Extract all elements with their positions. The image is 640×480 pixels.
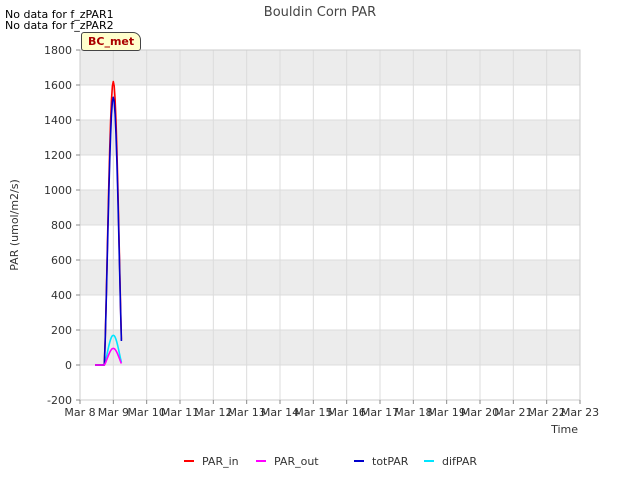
x-tick-label: Mar 10 [128, 406, 166, 419]
y-tick-label: 800 [51, 219, 72, 232]
x-tick-label: Mar 9 [98, 406, 129, 419]
legend-label-PAR_in: PAR_in [202, 455, 239, 468]
legend-label-totPAR: totPAR [372, 455, 409, 468]
y-tick-label: 1200 [44, 149, 72, 162]
x-tick-label: Mar 19 [428, 406, 466, 419]
chart-title: Bouldin Corn PAR [264, 5, 376, 20]
grid-band [80, 330, 580, 365]
x-tick-label: Mar 20 [461, 406, 499, 419]
x-tick-label: Mar 14 [261, 406, 299, 419]
grid-band [80, 260, 580, 295]
y-tick-label: -200 [47, 394, 72, 407]
x-tick-label: Mar 15 [294, 406, 332, 419]
y-tick-label: 600 [51, 254, 72, 267]
y-tick-label: 1000 [44, 184, 72, 197]
y-tick-label: 200 [51, 324, 72, 337]
grid-band [80, 50, 580, 85]
y-tick-label: 0 [65, 359, 72, 372]
grid-band [80, 190, 580, 225]
x-tick-label: Mar 22 [528, 406, 566, 419]
series-group [95, 80, 123, 366]
x-tick-label: Mar 16 [328, 406, 366, 419]
series-line-totPAR [95, 96, 123, 366]
legend-label-PAR_out: PAR_out [274, 455, 319, 468]
x-tick-label: Mar 21 [494, 406, 532, 419]
x-tick-label: Mar 11 [161, 406, 199, 419]
x-tick-label: Mar 12 [194, 406, 232, 419]
x-axis-label: Time [550, 423, 578, 436]
y-axis-label: PAR (umol/m2/s) [8, 179, 21, 271]
no-data-note-1: No data for f_zPAR1 [5, 8, 114, 21]
x-tick-label: Mar 8 [64, 406, 95, 419]
y-tick-label: 1800 [44, 44, 72, 57]
y-tick-label: 400 [51, 289, 72, 302]
x-tick-label: Mar 17 [361, 406, 399, 419]
no-data-note-2: No data for f_zPAR2 [5, 19, 114, 32]
series-line-difPAR [95, 334, 123, 366]
series-line-PAR_out [95, 347, 123, 366]
y-tick-label: 1400 [44, 114, 72, 127]
x-tick-label: Mar 18 [394, 406, 432, 419]
legend-label-difPAR: difPAR [442, 455, 477, 468]
x-tick-label: Mar 23 [561, 406, 599, 419]
x-tick-label: Mar 13 [228, 406, 266, 419]
site-badge: BC_met [81, 32, 142, 51]
grid-band [80, 120, 580, 155]
y-tick-label: 1600 [44, 79, 72, 92]
